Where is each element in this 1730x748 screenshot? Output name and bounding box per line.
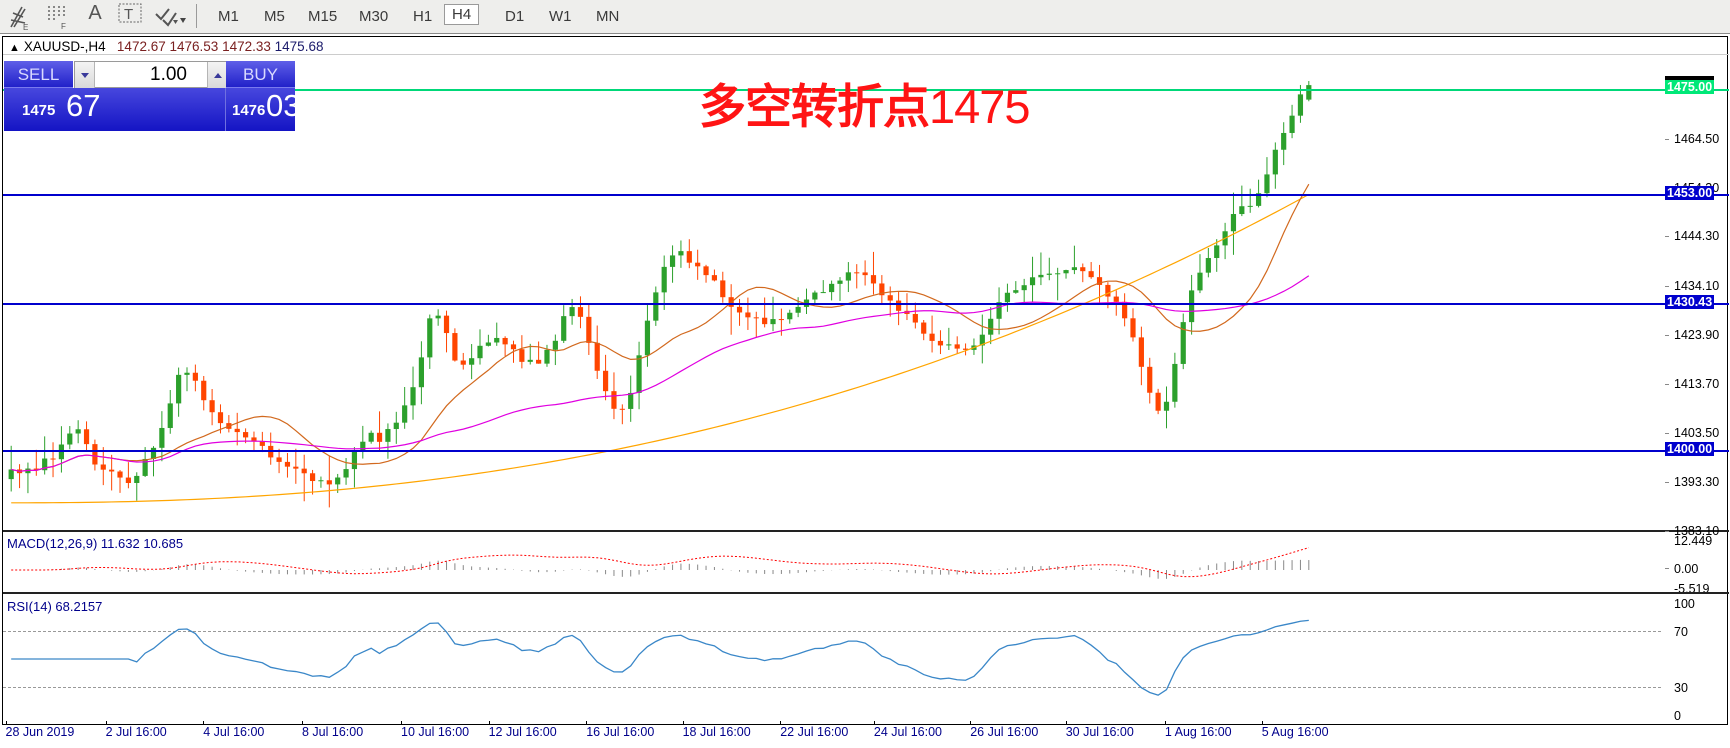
svg-text:E: E: [23, 23, 28, 31]
svg-text:T: T: [124, 6, 133, 23]
svg-text:F: F: [61, 22, 66, 31]
